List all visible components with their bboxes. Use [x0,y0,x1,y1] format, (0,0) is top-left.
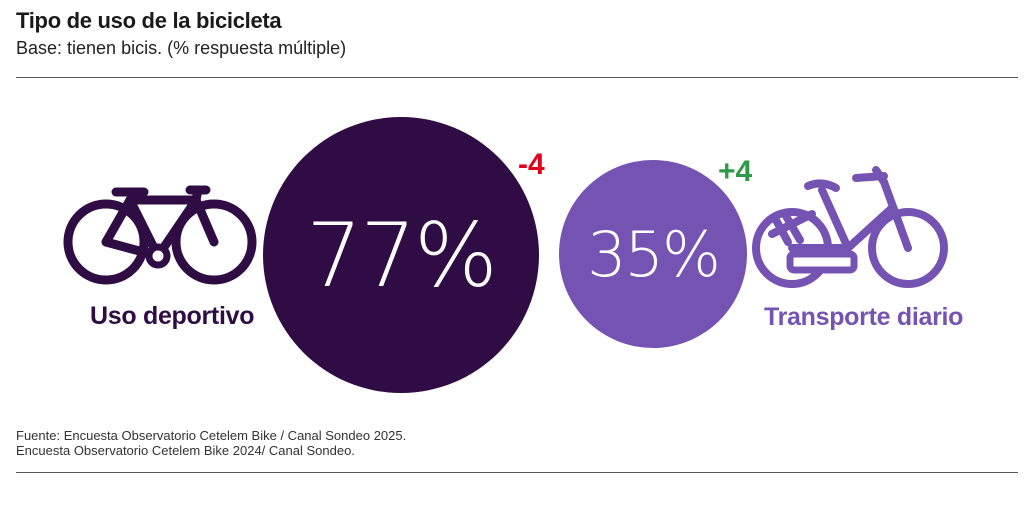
value-label-uso-deportivo: 77% [306,203,498,307]
chart-title: Tipo de uso de la bicicleta [16,8,282,33]
change-label-transporte-diario: +4 [718,155,753,188]
series-label-transporte-diario: Transporte diario [764,303,964,331]
bubble-uso-deportivo: 77% [263,117,539,393]
bottom-divider [16,472,1018,473]
series-label-uso-deportivo: Uso deportivo [90,302,255,330]
value-label-transporte-diario: 35% [587,217,721,291]
chart-subtitle: Base: tienen bicis. (% respuesta múltipl… [16,38,347,58]
top-divider [16,77,1018,78]
bubble-transporte-diario: 35% [559,160,747,348]
change-label-uso-deportivo: -4 [518,148,545,181]
source-line-2: Encuesta Observatorio Cetelem Bike 2024/… [16,443,355,458]
source-note: Fuente: Encuesta Observatorio Cetelem Bi… [16,428,406,458]
sport-bicycle-icon [63,185,257,285]
source-line-1: Fuente: Encuesta Observatorio Cetelem Bi… [16,428,407,443]
city-bicycle-icon [752,166,948,288]
